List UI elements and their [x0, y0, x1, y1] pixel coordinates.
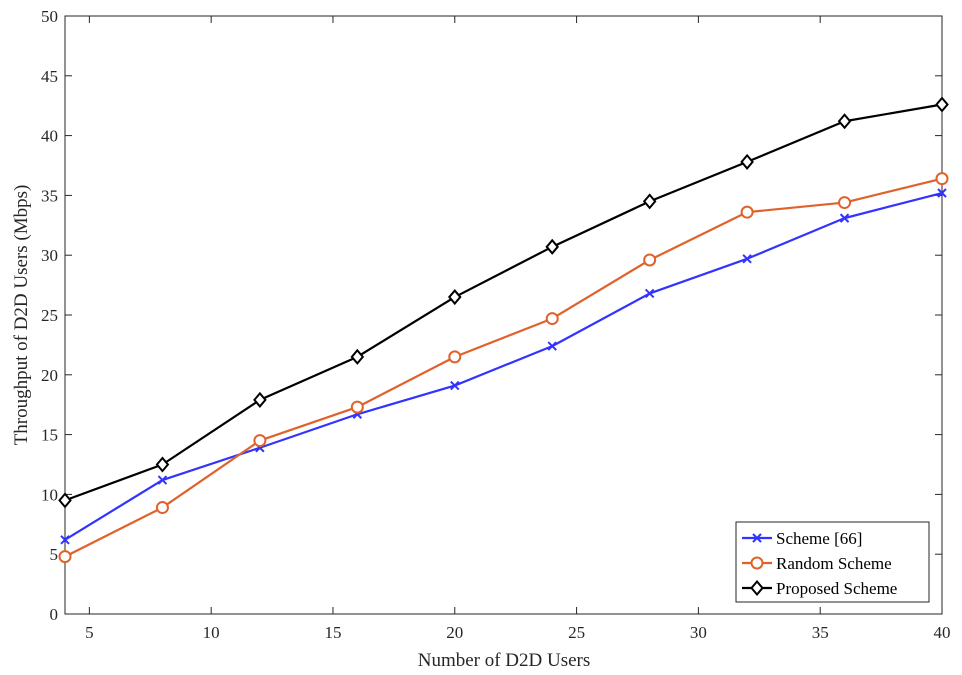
x-tick-label: 15	[324, 623, 341, 642]
legend: Scheme [66] Random Scheme Proposed Scheme	[735, 521, 930, 603]
data-point	[58, 492, 72, 509]
data-point	[60, 535, 70, 545]
y-tick-label: 45	[41, 67, 58, 86]
data-point	[253, 391, 267, 408]
x-tick-label: 30	[690, 623, 707, 642]
x-axis-title: Number of D2D Users	[418, 650, 591, 671]
y-tick-label: 35	[41, 186, 58, 205]
data-point	[642, 193, 657, 210]
data-point	[838, 196, 852, 210]
data-point	[643, 253, 657, 267]
data-point	[350, 400, 364, 414]
data-point	[155, 501, 169, 515]
data-point	[935, 172, 949, 186]
y-tick-label: 5	[50, 545, 59, 564]
series-layer	[58, 96, 949, 564]
data-point	[545, 238, 560, 255]
data-point	[253, 434, 267, 448]
data-point	[450, 380, 460, 391]
data-point	[935, 96, 949, 113]
x-tick-label: 20	[446, 623, 463, 642]
legend-marker	[750, 556, 764, 570]
data-point	[157, 475, 168, 485]
legend-marker	[750, 579, 764, 597]
data-point	[155, 456, 170, 473]
y-tick-label: 50	[41, 7, 58, 26]
legend-entry: Scheme [66]	[742, 529, 862, 548]
axes-box	[64, 15, 943, 615]
legend-label: Random Scheme	[776, 554, 892, 573]
data-point	[350, 348, 365, 365]
data-point	[448, 350, 462, 364]
data-point	[740, 205, 754, 219]
plot-area	[64, 15, 943, 615]
legend-entry: Proposed Scheme	[742, 579, 897, 598]
y-axis-title: Throughput of D2D Users (Mbps)	[11, 185, 32, 446]
series-line	[64, 191, 943, 541]
data-point	[742, 254, 752, 264]
series-1	[58, 172, 949, 564]
data-point	[740, 153, 754, 170]
legend-entry: Random Scheme	[742, 554, 892, 573]
y-tick-label: 40	[41, 127, 58, 146]
series-line	[64, 177, 943, 558]
legend-label: Proposed Scheme	[776, 579, 897, 598]
y-tick-label: 15	[41, 426, 58, 445]
data-point	[644, 288, 655, 299]
data-point	[937, 188, 947, 198]
x-tick-label: 25	[568, 623, 585, 642]
y-tick-label: 0	[50, 605, 59, 624]
data-point	[547, 341, 557, 351]
x-axis-ticks: 5 10 15 20 25 30 35 40	[85, 16, 951, 642]
legend-label: Scheme [66]	[776, 529, 862, 548]
x-tick-label: 35	[812, 623, 829, 642]
series-line	[64, 103, 943, 502]
y-tick-label: 30	[41, 246, 58, 265]
y-tick-label: 10	[41, 485, 58, 504]
series-2	[58, 96, 949, 509]
x-tick-label: 10	[203, 623, 220, 642]
data-point	[447, 289, 462, 306]
y-axis-ticks: 0 5 10 15 20 25 30 35 40 45 50	[41, 7, 942, 624]
data-point	[837, 113, 852, 130]
x-tick-label: 5	[85, 623, 94, 642]
y-tick-label: 25	[41, 306, 58, 325]
y-tick-label: 20	[41, 366, 58, 385]
data-point	[58, 550, 72, 564]
data-point	[839, 213, 850, 223]
data-point	[545, 312, 559, 326]
legend-marker	[752, 533, 762, 543]
x-tick-label: 40	[934, 623, 951, 642]
